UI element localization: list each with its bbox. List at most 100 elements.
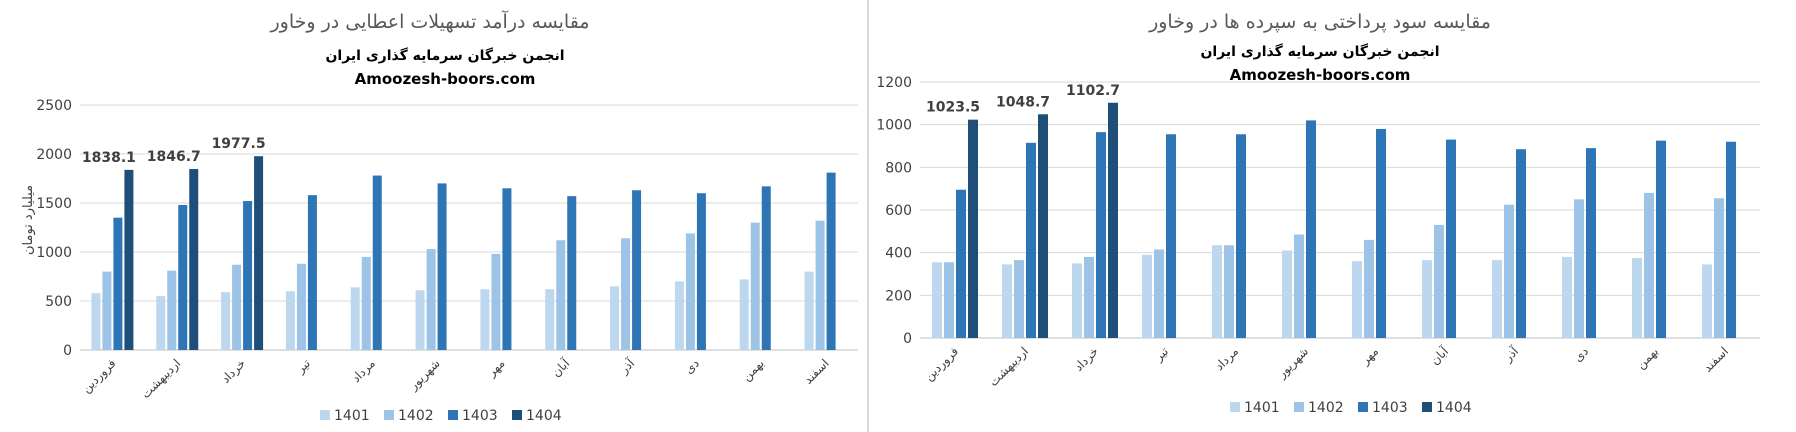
y-tick-label: 0 (903, 331, 912, 347)
y-axis-label: میلیارد تومان (21, 185, 36, 255)
legend-swatch-1404 (1422, 402, 1432, 412)
bar-1403 (372, 175, 382, 350)
left-chart-svg: مقایسه درآمد تسهیلات اعطایی در وخاور انج… (21, 9, 858, 424)
legend-label-1403: 1403 (462, 408, 498, 424)
legend-label-1401: 1401 (1244, 400, 1280, 416)
legend-swatch-1403 (448, 410, 458, 420)
x-tick-label: خرداد (1071, 344, 1101, 374)
legend-label-1401: 1401 (334, 408, 370, 424)
data-label: 1023.5 (926, 100, 980, 116)
bar-1401 (1212, 245, 1222, 338)
x-tick-label: مهر (484, 356, 508, 380)
x-tick-label: بهمن (1634, 344, 1662, 372)
bar-1402 (556, 240, 566, 350)
bar-1403 (1166, 134, 1176, 338)
bar-1401 (480, 289, 490, 350)
x-tick-label: اردیبهشت (986, 344, 1032, 390)
y-tick-label: 1000 (876, 118, 912, 134)
bar-1401 (91, 293, 101, 350)
y-tick-label: 500 (45, 294, 72, 310)
bar-1402 (361, 256, 371, 350)
x-tick-label: خرداد (218, 356, 248, 386)
bar-1401 (610, 286, 620, 350)
bar-1403 (696, 193, 706, 350)
bar-1401 (1072, 263, 1082, 338)
x-tick-label: اسفند (1700, 344, 1731, 375)
bar-1402 (1574, 199, 1584, 338)
bar-1402 (1294, 234, 1304, 338)
bar-1403 (307, 195, 317, 350)
x-tick-label: شهریور (406, 356, 444, 394)
bar-1404 (254, 156, 264, 350)
x-tick-label: مهر (1357, 344, 1381, 368)
bar-1402 (167, 270, 177, 350)
bar-1403 (1446, 139, 1456, 338)
legend-label-1402: 1402 (398, 408, 434, 424)
bar-1402 (1434, 224, 1444, 338)
bar-1401 (350, 287, 360, 350)
x-tick-label: آبان (1427, 343, 1452, 368)
y-tick-label: 1000 (36, 245, 72, 261)
bar-1403 (632, 190, 642, 350)
legend-swatch-1404 (512, 410, 522, 420)
x-tick-label: بهمن (739, 356, 767, 384)
bar-1401 (156, 296, 166, 350)
chart-panel-left: مقایسه درآمد تسهیلات اعطایی در وخاور انج… (0, 0, 868, 432)
x-tick-label: آذر (616, 355, 639, 378)
bar-1404 (968, 119, 978, 338)
bar-1402 (1084, 256, 1094, 338)
bar-1402 (1364, 239, 1374, 338)
watermark-line-1: انجمن خبرگان سرمایه گذاری ایران (325, 47, 564, 64)
right-chart-svg: مقایسه سود پرداختی به سپرده ها در وخاور … (876, 11, 1760, 416)
y-tick-label: 2500 (36, 98, 72, 114)
bar-1404 (189, 169, 199, 350)
bar-1403 (502, 188, 512, 350)
bar-1403 (1376, 128, 1386, 338)
legend-swatch-1401 (320, 410, 330, 420)
chart-title: مقایسه سود پرداختی به سپرده ها در وخاور (1148, 11, 1491, 33)
x-tick-label: فروردین (79, 356, 119, 396)
bar-1401 (932, 262, 942, 338)
bar-1403 (1726, 141, 1736, 338)
panel-divider (867, 0, 869, 432)
bar-1402 (296, 263, 306, 350)
y-tick-label: 1200 (876, 75, 912, 91)
chart-panel-right: مقایسه سود پرداختی به سپرده ها در وخاور … (870, 0, 1796, 432)
bar-1402 (232, 264, 242, 350)
bar-1403 (437, 183, 447, 350)
x-tick-label: آبان (548, 355, 573, 380)
data-label: 1838.1 (82, 150, 136, 166)
bar-1403 (178, 204, 188, 350)
x-tick-label: دی (1571, 344, 1591, 364)
legend-label-1404: 1404 (526, 408, 562, 424)
bar-1401 (1422, 260, 1432, 338)
legend-label-1402: 1402 (1308, 400, 1344, 416)
watermark-line-1: انجمن خبرگان سرمایه گذاری ایران (1200, 43, 1439, 60)
plot-area: 0 500 1000 1500 2000 2500 فروردین اردیبهشت خرداد… (36, 98, 858, 402)
bar-1403 (1306, 120, 1316, 339)
bar-1402 (1504, 204, 1514, 338)
bar-1401 (1352, 261, 1362, 338)
bar-1404 (1038, 114, 1048, 338)
y-tick-label: 0 (63, 343, 72, 359)
bar-1401 (1492, 260, 1502, 338)
bar-1401 (1142, 254, 1152, 338)
data-label: 1846.7 (147, 149, 201, 165)
data-label: 1048.7 (996, 94, 1050, 110)
bar-1403 (826, 172, 836, 350)
legend: 1401 1402 1403 1404 (1230, 400, 1472, 416)
bar-1403 (761, 186, 771, 350)
bar-1403 (1026, 142, 1036, 338)
bar-1402 (750, 222, 760, 350)
y-tick-label: 2000 (36, 147, 72, 163)
x-tick-label: آذر (1500, 343, 1523, 366)
bar-1402 (1014, 260, 1024, 338)
y-tick-label: 200 (885, 288, 912, 304)
bar-1403 (956, 189, 966, 338)
bar-1402 (1154, 249, 1164, 338)
bar-1401 (545, 289, 555, 350)
bar-1401 (739, 279, 749, 350)
x-tick-label: مرداد (1212, 344, 1242, 374)
x-tick-label: شهریور (1274, 344, 1312, 382)
bar-1402 (1714, 198, 1724, 338)
